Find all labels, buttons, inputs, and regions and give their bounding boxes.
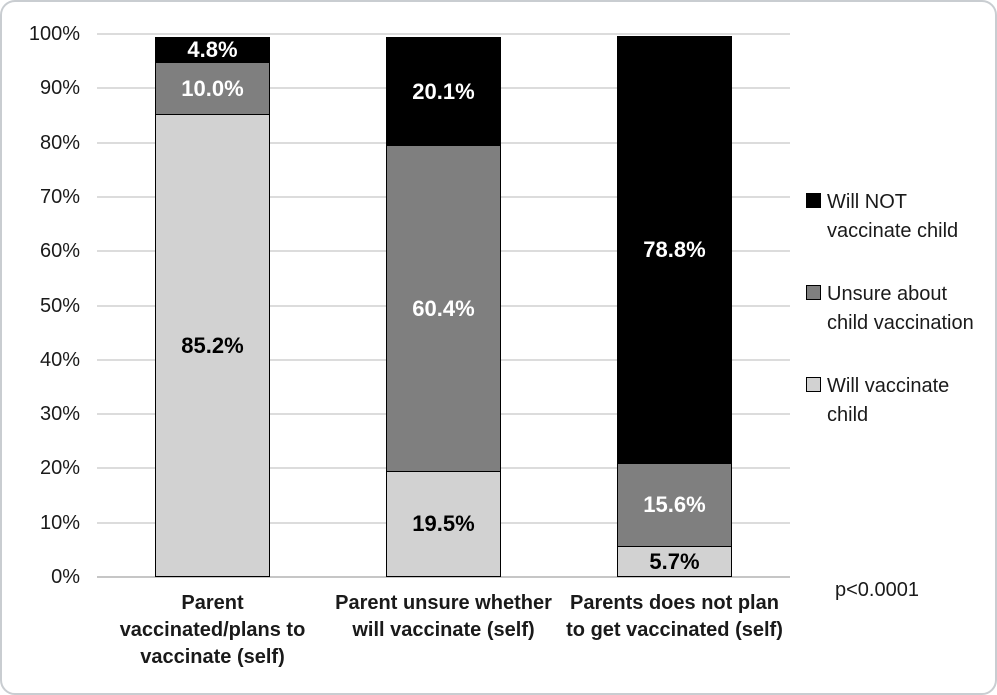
gridline [97, 576, 790, 578]
legend-label-line: vaccinate child [827, 220, 959, 242]
data-label: 5.7% [649, 548, 700, 574]
data-label: 78.8% [643, 237, 706, 263]
legend-label-line: Will NOT [827, 191, 907, 213]
y-axis-tick-label: 0% [51, 566, 80, 588]
category-label: Parents does not plan to get vaccinated (… [550, 590, 800, 644]
legend-label: Will NOT vaccinate child [827, 188, 958, 246]
legend-item: Will vaccinate child [806, 372, 949, 430]
legend-item: Will NOT vaccinate child [806, 188, 958, 246]
bar-segment: 4.8% [155, 37, 270, 64]
category-label-line: vaccinate (self) [140, 646, 285, 668]
category-label-line: Parent [181, 592, 244, 614]
bar-segment: 15.6% [617, 462, 732, 548]
y-axis-tick-label: 90% [39, 77, 80, 100]
y-axis-tick-label: 60% [39, 240, 80, 263]
category-label-line: vaccinated/plans to [119, 619, 306, 641]
gridline [97, 33, 790, 35]
data-label: 15.6% [643, 492, 706, 518]
y-axis-tick-label: 70% [39, 185, 80, 208]
category-label-line: Parents does not plan [570, 592, 779, 614]
bar-segment: 10.0% [155, 61, 270, 116]
data-label: 4.8% [187, 37, 238, 63]
y-axis-tick-label: 20% [39, 457, 80, 480]
data-label: 85.2% [181, 332, 244, 358]
legend-marker-swatch [806, 377, 821, 392]
category-label-line: Parent unsure whether [335, 592, 552, 614]
bar-segment: 5.7% [617, 546, 732, 577]
legend-label-line: Unsure about [827, 283, 948, 305]
bar-segment: 20.1% [386, 37, 501, 147]
data-label: 20.1% [412, 78, 475, 104]
bar-segment: 85.2% [155, 114, 270, 577]
legend-label: Will vaccinate child [827, 372, 949, 430]
y-axis-tick-label: 100% [28, 23, 80, 45]
legend-label-line: child vaccination [827, 312, 974, 334]
legend-label-line: child [827, 404, 869, 426]
category-label: Parent unsure whether will vaccinate (sel… [319, 590, 569, 644]
bar-stack: 78.8% 15.6% 5.7% [617, 36, 732, 577]
y-axis-tick-label: 40% [39, 348, 80, 371]
bar-segment: 60.4% [386, 144, 501, 473]
bar-segment: 19.5% [386, 471, 501, 577]
y-axis-tick-label: 30% [39, 403, 80, 426]
p-value-annotation: p<0.0001 [835, 579, 919, 601]
bar-stack: 20.1% 60.4% 19.5% [386, 37, 501, 577]
category-label-line: to get vaccinated (self) [566, 619, 783, 641]
y-axis-tick-label: 80% [39, 131, 80, 154]
legend-item: Unsure about child vaccination [806, 280, 974, 338]
plot-area: 4.8% 10.0% 85.2% 20.1% 60.4% 19.5% 78.8% 15.6% 5… [97, 33, 790, 578]
bar-stack: 4.8% 10.0% 85.2% [155, 37, 270, 577]
legend-label-line: Will vaccinate [827, 375, 950, 397]
data-label: 19.5% [412, 511, 475, 537]
data-label: 10.0% [181, 75, 244, 101]
y-axis-tick-label: 10% [39, 511, 80, 534]
data-label: 60.4% [412, 295, 475, 321]
legend-marker-swatch [806, 285, 821, 300]
y-axis-tick-label: 50% [39, 294, 80, 317]
bar-segment: 78.8% [617, 36, 732, 465]
legend-label: Unsure about child vaccination [827, 280, 974, 338]
category-label: Parent vaccinated/plans to vaccinate (self… [88, 590, 338, 671]
category-label-line: will vaccinate (self) [352, 619, 535, 641]
legend-marker-swatch [806, 193, 821, 208]
